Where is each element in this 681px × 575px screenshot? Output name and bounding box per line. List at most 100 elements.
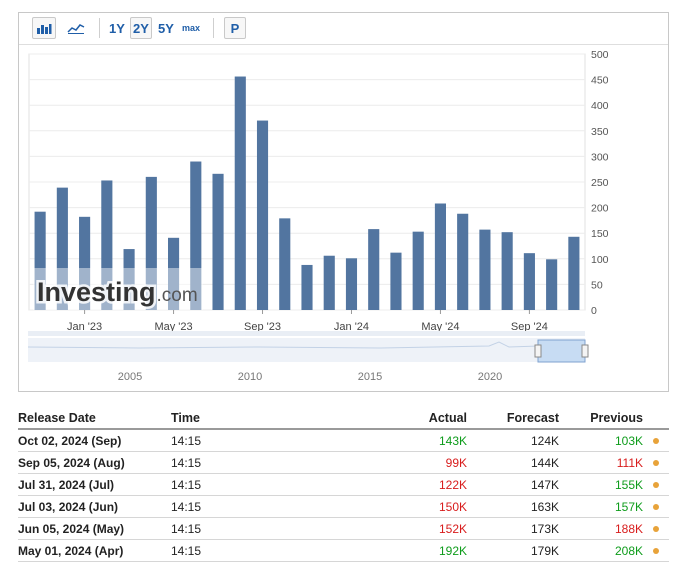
range-max-button[interactable]: max [180, 17, 202, 39]
range-5y-button[interactable]: 5Y [156, 17, 176, 39]
time-cell: 14:15 [171, 499, 202, 514]
actual-cell: 143K [438, 433, 467, 448]
bar [546, 259, 558, 310]
x-tick-label: May '23 [154, 321, 192, 333]
previous-cell: 208K [614, 543, 643, 558]
forecast-cell: 144K [530, 455, 559, 470]
bar [34, 211, 46, 310]
table-row: Jul 03, 2024 (Jun) 14:15 150K 163K 157K [18, 496, 669, 518]
forecast-cell: 124K [530, 433, 559, 448]
bar [234, 76, 246, 310]
time-cell: 14:15 [171, 455, 202, 470]
bar [501, 232, 513, 310]
bar [56, 187, 68, 310]
bar [79, 216, 91, 310]
header-forecast[interactable]: Forecast [506, 411, 559, 425]
revision-indicator-dot [653, 474, 659, 495]
y-tick-label: 150 [591, 228, 609, 240]
navigator-right-handle[interactable] [581, 344, 589, 358]
bar [123, 249, 135, 310]
watermark-band [33, 268, 203, 310]
x-axis: Jan '23 May '23 Sep '23 Jan '24 May '24 Sep '… [67, 310, 548, 333]
previous-cell: 111K [616, 455, 643, 470]
y-tick-label: 200 [591, 203, 609, 215]
bar [345, 258, 358, 310]
header-actual[interactable]: Actual [428, 411, 467, 425]
p-button[interactable]: P [224, 17, 246, 39]
forecast-cell: 179K [530, 543, 559, 558]
previous-cell: 155K [614, 477, 643, 492]
header-release-date[interactable]: Release Date [18, 411, 96, 425]
release-date-cell: Oct 02, 2024 (Sep) [18, 433, 122, 448]
bar [568, 236, 580, 310]
table-row: Oct 02, 2024 (Sep) 14:15 143K 124K 103K [18, 430, 669, 452]
bar [301, 264, 313, 310]
range-5y-label: 5Y [158, 20, 174, 36]
bar [190, 161, 202, 310]
bar [279, 218, 291, 310]
dot-icon [653, 547, 659, 554]
watermark-brand-halo: Investing [37, 277, 156, 307]
y-tick-label: 250 [591, 177, 609, 189]
toolbar-divider [99, 18, 100, 38]
bar-chart-glyph [37, 24, 52, 34]
range-2y-label: 2Y [133, 20, 149, 36]
navigator-year-label: 2005 [118, 371, 142, 383]
previous-cell: 157K [614, 499, 643, 514]
previous-cell: 103K [614, 433, 643, 448]
y-tick-label: 300 [591, 151, 609, 163]
range-2y-button[interactable]: 2Y [130, 17, 152, 39]
navigator-track [28, 338, 585, 362]
release-date-cell: Jul 03, 2024 (Jun) [18, 499, 119, 514]
actual-cell: 150K [438, 499, 467, 514]
bar [145, 176, 157, 310]
actual-cell: 152K [438, 521, 467, 536]
time-cell: 14:15 [171, 477, 202, 492]
release-date-cell: May 01, 2024 (Apr) [18, 543, 124, 558]
range-max-label: max [181, 23, 200, 33]
table-header-row: Release Date Time Actual Forecast Previo… [18, 408, 669, 430]
dot-icon [653, 481, 659, 488]
y-tick-label: 500 [591, 49, 609, 61]
revision-indicator-dot [653, 452, 659, 473]
bar-chart-icon[interactable] [32, 17, 56, 39]
table-row: May 01, 2024 (Apr) 14:15 192K 179K 208K [18, 540, 669, 562]
investing-watermark: Investing Investing .com [33, 268, 203, 310]
toolbar-divider [213, 18, 214, 38]
navigator-selection[interactable] [537, 339, 586, 363]
bar [212, 173, 224, 310]
navigator-year-label: 2015 [358, 371, 382, 383]
bar [168, 237, 180, 310]
range-1y-label: 1Y [109, 20, 125, 36]
table-row: Jun 05, 2024 (May) 14:15 152K 173K 188K [18, 518, 669, 540]
table-row: Sep 05, 2024 (Aug) 14:15 99K 144K 111K [18, 452, 669, 474]
header-time[interactable]: Time [171, 411, 200, 425]
navigator-top-strip [28, 331, 585, 336]
header-previous[interactable]: Previous [590, 411, 643, 425]
chart-toolbar: 1Y 2Y 5Y max P [19, 13, 668, 45]
navigator-series-line [27, 341, 586, 349]
x-tick-label: Jan '24 [334, 321, 369, 333]
watermark-brand: Investing [37, 277, 156, 307]
navigator-year-label: 2020 [478, 371, 502, 383]
watermark-suffix: .com [157, 285, 198, 306]
y-tick-label: 450 [591, 75, 609, 87]
bar [323, 255, 335, 310]
bar-series [34, 76, 580, 310]
range-navigator[interactable]: 2005 2010 2015 2020 [27, 331, 589, 383]
area-chart-icon[interactable] [64, 17, 88, 39]
revision-indicator-dot [653, 518, 659, 539]
table-body: Oct 02, 2024 (Sep) 14:15 143K 124K 103K Sep 0… [18, 430, 669, 562]
range-1y-button[interactable]: 1Y [107, 17, 127, 39]
dot-icon [653, 525, 659, 532]
bar [390, 252, 402, 310]
release-date-cell: Jul 31, 2024 (Jul) [18, 477, 115, 492]
forecast-cell: 173K [530, 521, 559, 536]
revision-indicator-dot [653, 540, 659, 561]
actual-cell: 99K [445, 455, 467, 470]
navigator-left-handle[interactable] [534, 344, 542, 358]
actual-cell: 192K [438, 543, 467, 558]
release-date-cell: Sep 05, 2024 (Aug) [18, 455, 125, 470]
bar [523, 253, 535, 310]
x-tick-label: Sep '23 [244, 321, 281, 333]
